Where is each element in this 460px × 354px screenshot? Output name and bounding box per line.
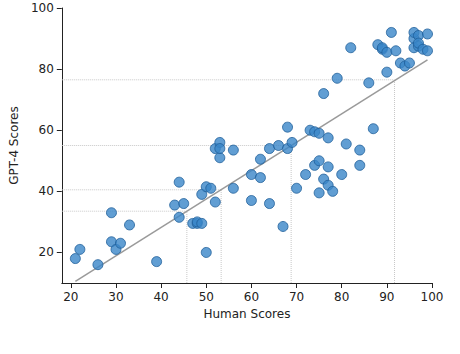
svg-text:20: 20 bbox=[39, 245, 54, 259]
svg-text:40: 40 bbox=[153, 290, 168, 304]
svg-text:70: 70 bbox=[289, 290, 304, 304]
svg-text:40: 40 bbox=[39, 184, 54, 198]
svg-text:60: 60 bbox=[244, 290, 259, 304]
svg-text:80: 80 bbox=[39, 62, 54, 76]
svg-text:50: 50 bbox=[199, 290, 214, 304]
svg-text:100: 100 bbox=[31, 1, 54, 15]
svg-text:80: 80 bbox=[334, 290, 349, 304]
svg-text:30: 30 bbox=[108, 290, 123, 304]
svg-text:GPT-4 Scores: GPT-4 Scores bbox=[7, 106, 21, 184]
svg-text:100: 100 bbox=[421, 290, 444, 304]
svg-text:60: 60 bbox=[39, 123, 54, 137]
svg-text:Human Scores: Human Scores bbox=[203, 307, 290, 321]
svg-text:20: 20 bbox=[63, 290, 78, 304]
svg-text:90: 90 bbox=[379, 290, 394, 304]
